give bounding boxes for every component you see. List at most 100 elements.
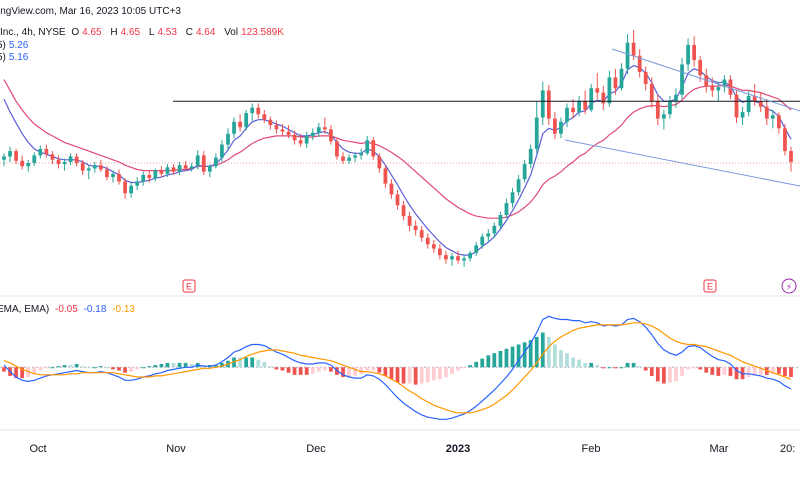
candle-body bbox=[655, 101, 660, 119]
candle bbox=[244, 109, 249, 131]
histogram-bar bbox=[589, 362, 594, 368]
histogram-bar bbox=[661, 367, 666, 384]
candle-body bbox=[50, 154, 55, 160]
candle bbox=[304, 131, 309, 148]
histogram-bar bbox=[280, 367, 285, 371]
candle bbox=[80, 159, 85, 175]
histogram-bar bbox=[546, 336, 551, 368]
candle bbox=[431, 239, 436, 253]
candle bbox=[250, 103, 255, 121]
candle-body bbox=[86, 168, 91, 171]
candle-body bbox=[686, 44, 690, 65]
candle-body bbox=[310, 132, 315, 136]
histogram-bar bbox=[643, 367, 648, 371]
candle-body bbox=[195, 155, 200, 167]
histogram-bar bbox=[74, 364, 79, 368]
candle-body bbox=[728, 79, 733, 95]
histogram-bar bbox=[135, 367, 140, 370]
histogram-bar bbox=[583, 362, 588, 368]
candle bbox=[770, 109, 775, 129]
histogram-bar bbox=[510, 346, 515, 368]
candle bbox=[268, 116, 273, 130]
channel-lower-line[interactable] bbox=[564, 139, 800, 187]
histogram-bar bbox=[625, 362, 630, 368]
candle-body bbox=[165, 167, 170, 174]
candle-body bbox=[256, 107, 261, 115]
candle-body bbox=[8, 151, 12, 157]
histogram-bar bbox=[377, 367, 382, 373]
candle-body bbox=[516, 179, 521, 193]
candle bbox=[746, 90, 751, 117]
candle-body bbox=[764, 106, 769, 119]
x-tick-feb: Feb bbox=[582, 443, 601, 455]
candle-body bbox=[232, 121, 236, 134]
ema2-legend[interactable]: 5)5.16 bbox=[0, 52, 31, 64]
candle-body bbox=[625, 42, 630, 69]
candle bbox=[553, 112, 557, 140]
histogram-bar bbox=[117, 367, 121, 371]
candle-body bbox=[316, 127, 321, 133]
histogram-bar bbox=[62, 365, 67, 368]
macd-legend[interactable]: EMA, EMA) -0.05 -0.18 -0.13 bbox=[0, 304, 138, 316]
histogram-bar bbox=[637, 366, 642, 368]
candle-body bbox=[613, 77, 618, 89]
ema1-legend[interactable]: 5)5.26 bbox=[0, 40, 31, 52]
candle bbox=[528, 144, 533, 169]
volume-value: 123.589K bbox=[241, 27, 284, 38]
candle bbox=[734, 90, 739, 123]
histogram-bar bbox=[789, 367, 793, 378]
candle bbox=[692, 36, 697, 67]
candle-body bbox=[468, 252, 473, 259]
candle-body bbox=[322, 127, 327, 130]
candle bbox=[740, 106, 745, 126]
time-axis: Oct Nov Dec 2023 Feb Mar 20: bbox=[29, 443, 795, 455]
candle-body bbox=[171, 167, 176, 172]
candle bbox=[207, 164, 212, 178]
candle bbox=[62, 158, 67, 171]
candle bbox=[450, 252, 454, 266]
histogram-bar bbox=[68, 365, 73, 368]
histogram-bar bbox=[38, 367, 43, 371]
histogram-bar bbox=[389, 367, 394, 380]
dividend-marker[interactable]: ⚡ bbox=[781, 278, 797, 294]
candle bbox=[571, 99, 575, 119]
candle-body bbox=[220, 144, 224, 158]
candle-body bbox=[777, 115, 781, 129]
candle-body bbox=[607, 77, 612, 104]
signal-value: -0.18 bbox=[83, 304, 107, 315]
histogram-bar bbox=[274, 367, 279, 370]
histogram-bar bbox=[710, 367, 715, 375]
histogram-bar bbox=[540, 332, 545, 368]
candle bbox=[401, 200, 406, 221]
histogram-bar bbox=[244, 357, 249, 368]
histogram-bar bbox=[86, 367, 91, 369]
candle bbox=[280, 124, 285, 136]
earnings-marker-2[interactable]: E bbox=[703, 279, 717, 293]
candle bbox=[359, 148, 364, 160]
candle bbox=[504, 198, 509, 219]
candle-body bbox=[347, 157, 351, 161]
histogram-bar bbox=[722, 367, 727, 375]
channel-upper-line[interactable] bbox=[611, 48, 800, 112]
histogram-bar bbox=[310, 367, 315, 374]
candle-body bbox=[214, 157, 218, 167]
candle-body bbox=[522, 164, 527, 180]
candle-body bbox=[722, 79, 727, 88]
ema2-value: 5.16 bbox=[8, 52, 29, 63]
candle-body bbox=[238, 121, 242, 128]
histogram-bar bbox=[2, 367, 6, 372]
candle bbox=[171, 164, 176, 175]
candle-body bbox=[456, 256, 460, 261]
histogram-bar bbox=[80, 366, 85, 368]
earnings-marker-1[interactable]: E bbox=[182, 279, 196, 293]
histogram-bar bbox=[492, 353, 497, 368]
close-label: C 4.64 bbox=[185, 27, 216, 38]
candle-body bbox=[571, 107, 575, 113]
candle-body bbox=[38, 148, 43, 156]
candle-body bbox=[383, 168, 388, 184]
candle-body bbox=[32, 155, 37, 163]
header-ohlc[interactable]: Inc., 4h, NYSE O 4.65 H 4.65 L 4.53 C 4.64 V… bbox=[0, 27, 290, 39]
candle bbox=[226, 128, 230, 150]
signal-line bbox=[3, 322, 792, 414]
